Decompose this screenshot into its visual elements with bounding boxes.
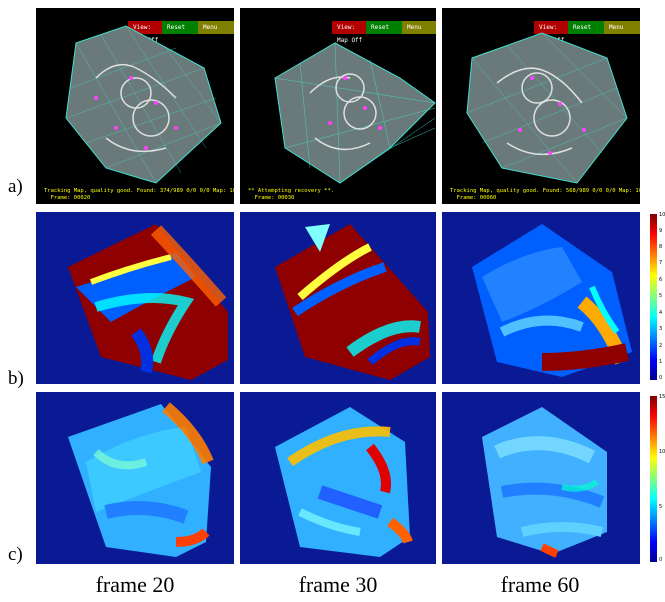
status-bar: Tracking Map, quality good. Found: 568/9… — [450, 188, 640, 201]
menu-button[interactable]: Menu — [198, 21, 234, 34]
error-map-c-frame-20 — [36, 392, 234, 564]
tracked-surface-mesh — [65, 25, 222, 184]
colorbar-tick: 2 — [659, 343, 663, 349]
error-map-b-frame-20 — [36, 212, 234, 384]
colorbar-c — [650, 396, 657, 562]
colorbar-tick: 9 — [659, 228, 663, 234]
tracker-view-frame-20: View: Map Off Reset Menu Tracking Map, q… — [36, 8, 234, 204]
colorbar-tick: 5 — [659, 504, 663, 510]
frame-caption: frame 60 — [500, 572, 580, 597]
colorbar-tick: 5 — [659, 293, 663, 299]
reset-button[interactable]: Reset — [162, 21, 198, 34]
frame-caption: frame 30 — [298, 572, 378, 597]
row-label-c: c) — [8, 544, 23, 565]
reset-button[interactable]: Reset — [568, 21, 604, 34]
frame-caption: frame 20 — [95, 572, 175, 597]
tracker-view-frame-60: View: Map Off Reset Menu Tracking Map, q… — [442, 8, 640, 204]
menu-button[interactable]: Menu — [402, 21, 436, 34]
colorbar-tick: 0 — [659, 557, 663, 563]
colorbar-tick: 10 — [659, 449, 665, 455]
tracker-view-frame-30: View: Map Off Reset Menu ** Attempting r… — [240, 8, 436, 204]
colorbar-tick: 1 — [659, 359, 663, 365]
menu-button[interactable]: Menu — [604, 21, 640, 34]
colorbar-tick: 3 — [659, 326, 663, 332]
error-map-c-frame-60 — [442, 392, 640, 564]
tracked-surface-mesh — [274, 42, 436, 184]
error-map-b-frame-30 — [240, 212, 436, 384]
status-bar: ** Attempting recovery **. Frame: 00030 — [248, 188, 335, 201]
colorbar-tick: 7 — [659, 260, 663, 266]
tracked-surface-mesh — [466, 32, 628, 184]
colorbar-tick: 10 — [659, 212, 665, 218]
reset-button[interactable]: Reset — [366, 21, 402, 34]
error-map-b-frame-60 — [442, 212, 640, 384]
colorbar-tick: 8 — [659, 244, 663, 250]
colorbar-tick: 15 — [659, 394, 665, 400]
error-map-c-frame-30 — [240, 392, 436, 564]
colorbar-tick: 4 — [659, 310, 663, 316]
colorbar-tick: 6 — [659, 277, 663, 283]
colorbar-b — [650, 214, 657, 380]
colorbar-tick: 0 — [659, 375, 663, 381]
status-bar: Tracking Map, quality good. Found: 374/9… — [44, 188, 234, 201]
row-label-a: a) — [8, 176, 23, 197]
row-label-b: b) — [8, 368, 24, 389]
surface-patch — [275, 224, 430, 380]
view-map-button[interactable]: View: Map Off — [332, 21, 366, 44]
